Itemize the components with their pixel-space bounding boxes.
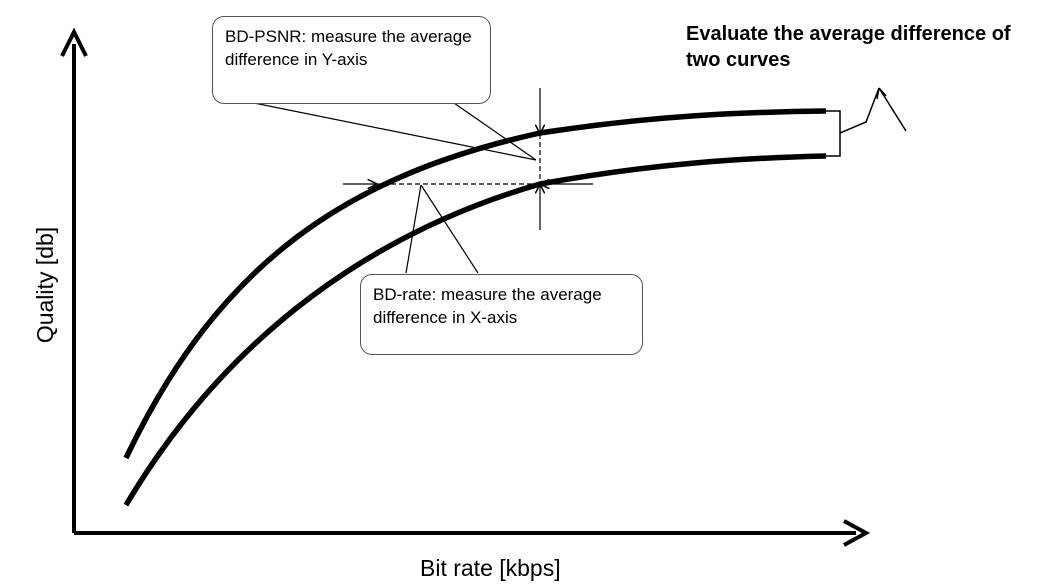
lower-rd-curve <box>123 153 827 507</box>
bd-psnr-callout: BD-PSNR: measure the average difference … <box>212 16 491 104</box>
evaluate-note: Evaluate the average difference of two c… <box>686 23 1011 71</box>
bd-rate-callout: BD-rate: measure the average difference … <box>360 274 643 355</box>
curve-bracket <box>826 110 841 157</box>
rate-callout-pointer <box>405 184 479 274</box>
bracket-pointer <box>839 87 907 134</box>
y-axis-arrowhead <box>60 27 88 57</box>
y-axis-label: Quality [db] <box>32 226 58 344</box>
psnr-callout-pointer <box>253 102 537 161</box>
x-axis-arrowhead <box>843 519 871 547</box>
upper-rd-curve <box>123 108 827 460</box>
x-axis-label: Bit rate [kbps] <box>420 555 561 581</box>
